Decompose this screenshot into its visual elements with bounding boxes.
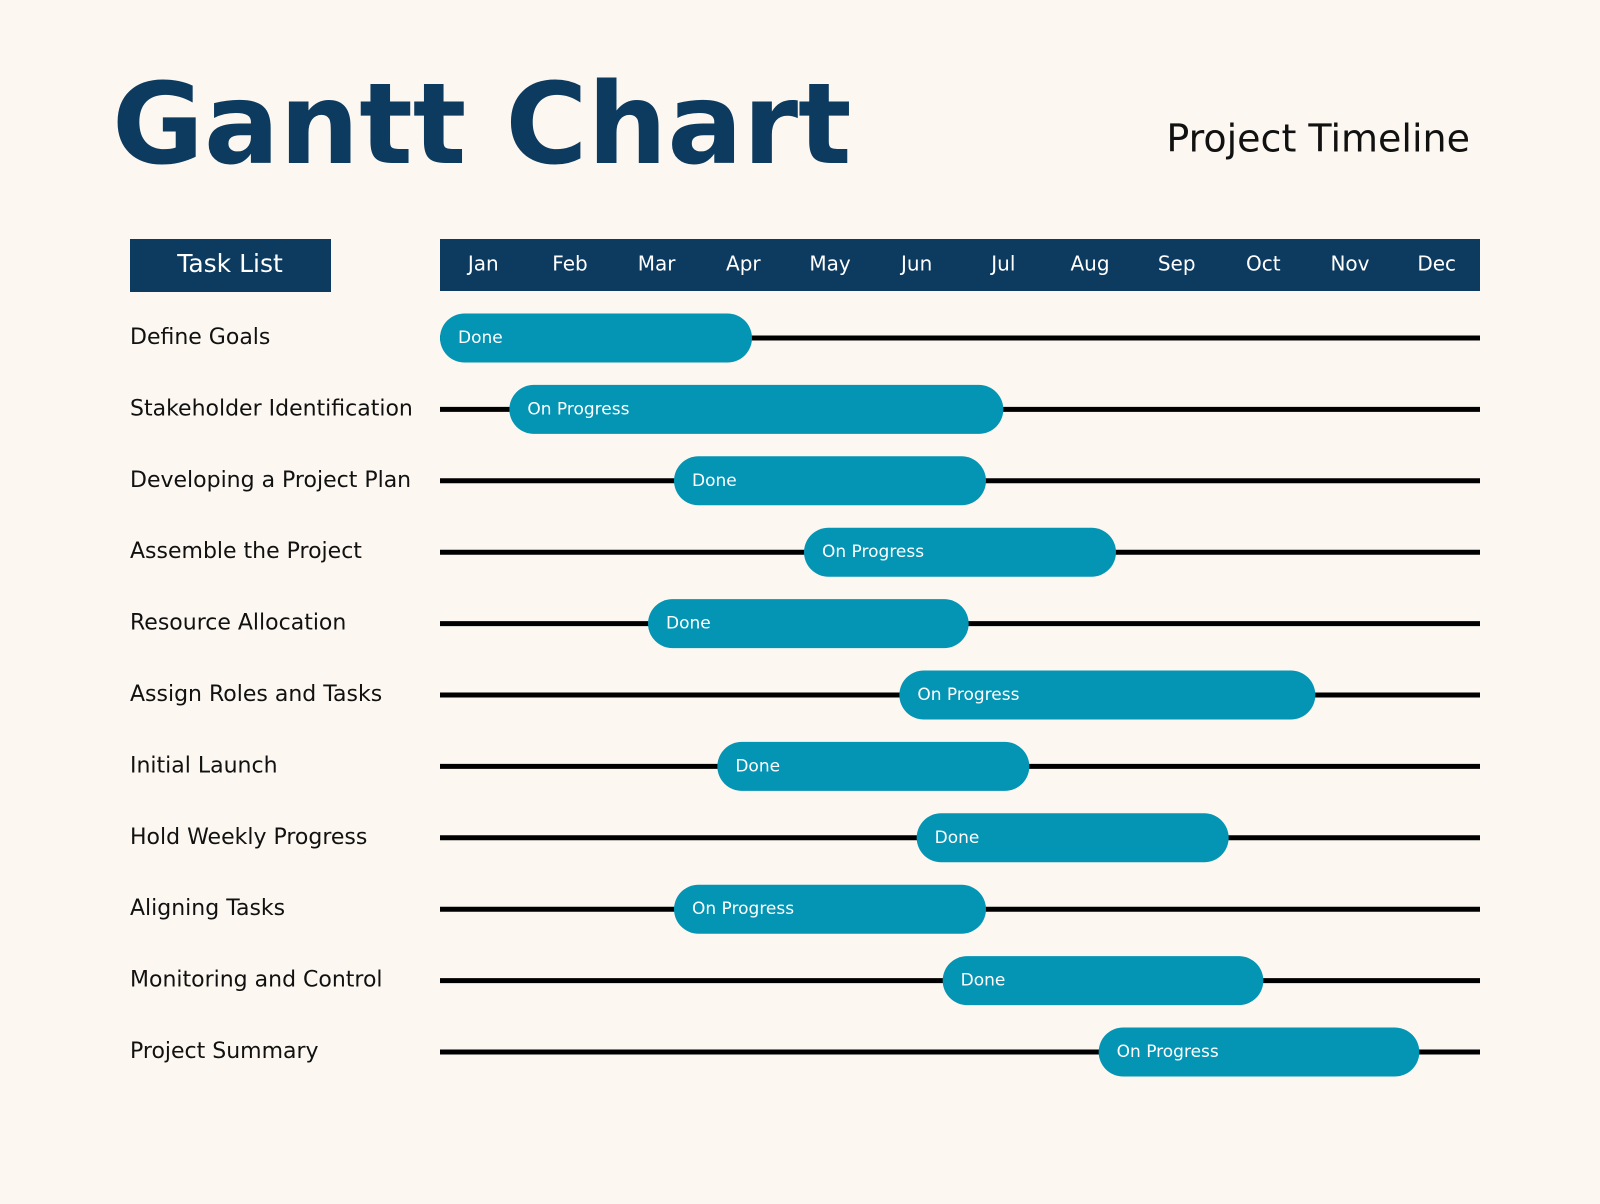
task-bar [648, 599, 969, 649]
task-name: Define Goals [130, 325, 270, 350]
task-name: Hold Weekly Progress [130, 825, 367, 850]
task-status: Done [692, 471, 737, 491]
month-label: Sep [1158, 252, 1196, 276]
task-status: On Progress [822, 542, 924, 562]
task-bar [717, 741, 1030, 791]
task-name: Project Summary [130, 1039, 319, 1064]
task-status: On Progress [1117, 1042, 1219, 1062]
task-header-box [130, 239, 331, 292]
task-bar [440, 313, 752, 363]
month-label: Mar [638, 252, 677, 276]
chart-title: Gantt Chart [112, 60, 852, 190]
month-label: Oct [1246, 252, 1281, 276]
task-bar [942, 956, 1264, 1006]
task-name: Initial Launch [130, 753, 278, 778]
task-bar [804, 527, 1116, 577]
month-label: Jun [899, 252, 932, 276]
task-status: Done [735, 756, 780, 776]
task-status: Done [935, 828, 980, 848]
month-label: Jul [989, 252, 1015, 276]
month-label: Feb [552, 252, 587, 276]
task-name: Resource Allocation [130, 611, 346, 636]
task-name: Monitoring and Control [130, 968, 383, 993]
task-bar [674, 884, 986, 934]
task-status: Done [458, 328, 503, 348]
chart-subtitle: Project Timeline [1166, 117, 1470, 161]
task-header: Task List [176, 249, 283, 278]
task-name: Stakeholder Identification [130, 396, 413, 421]
task-bar [916, 813, 1229, 863]
month-label: Nov [1330, 252, 1369, 276]
month-label: Jan [466, 252, 499, 276]
task-name: Assemble the Project [130, 539, 362, 564]
task-status: Done [961, 971, 1006, 991]
month-label: Dec [1417, 252, 1456, 276]
task-name: Aligning Tasks [130, 896, 285, 921]
task-name: Assign Roles and Tasks [130, 682, 382, 707]
task-bar [899, 670, 1316, 720]
month-label: Apr [726, 252, 761, 276]
task-bar [1098, 1027, 1420, 1077]
month-header [440, 239, 1480, 291]
task-status: On Progress [527, 399, 629, 419]
task-name: Developing a Project Plan [130, 468, 411, 493]
task-status: On Progress [692, 899, 794, 919]
task-status: On Progress [917, 685, 1019, 705]
month-label: May [809, 252, 851, 276]
task-status: Done [666, 614, 711, 634]
month-label: Aug [1070, 252, 1109, 276]
task-bar [674, 456, 986, 506]
task-bar [509, 384, 1004, 434]
